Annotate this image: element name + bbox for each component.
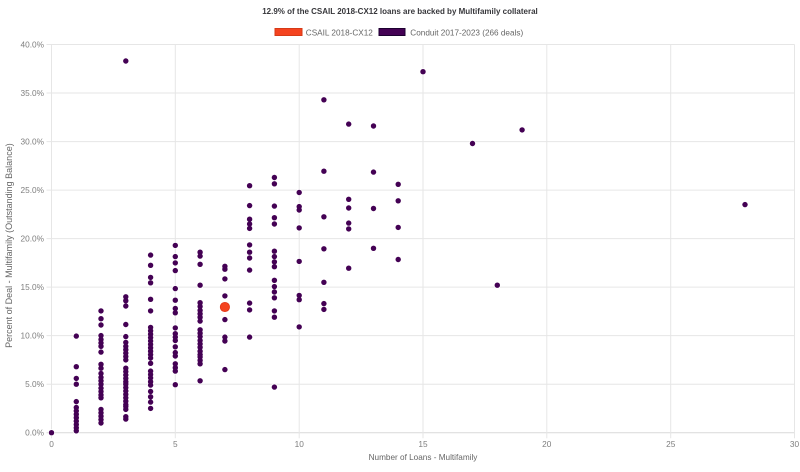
svg-text:CSAIL 2018-CX12: CSAIL 2018-CX12 [306, 28, 374, 37]
svg-text:15: 15 [418, 439, 428, 449]
svg-text:30.0%: 30.0% [20, 137, 44, 147]
svg-text:5.0%: 5.0% [25, 379, 45, 389]
svg-text:Number of Loans - Multifamily: Number of Loans - Multifamily [369, 453, 479, 462]
svg-text:12.9% of the CSAIL 2018-CX12 l: 12.9% of the CSAIL 2018-CX12 loans are b… [262, 7, 538, 16]
svg-text:30: 30 [790, 439, 800, 449]
svg-text:Conduit 2017-2023 (266 deals): Conduit 2017-2023 (266 deals) [410, 28, 523, 37]
svg-text:0.0%: 0.0% [25, 428, 45, 438]
svg-text:25: 25 [666, 439, 676, 449]
svg-text:10: 10 [295, 439, 305, 449]
svg-text:25.0%: 25.0% [20, 185, 44, 195]
svg-text:5: 5 [173, 439, 178, 449]
svg-text:20.0%: 20.0% [20, 234, 44, 244]
svg-text:0: 0 [49, 439, 54, 449]
svg-text:15.0%: 15.0% [20, 282, 44, 292]
svg-text:40.0%: 40.0% [20, 39, 44, 49]
svg-text:20: 20 [542, 439, 552, 449]
svg-text:10.0%: 10.0% [20, 331, 44, 341]
svg-text:35.0%: 35.0% [20, 88, 44, 98]
svg-text:Percent of Deal - Multifamily: Percent of Deal - Multifamily (Outstandi… [4, 143, 14, 348]
